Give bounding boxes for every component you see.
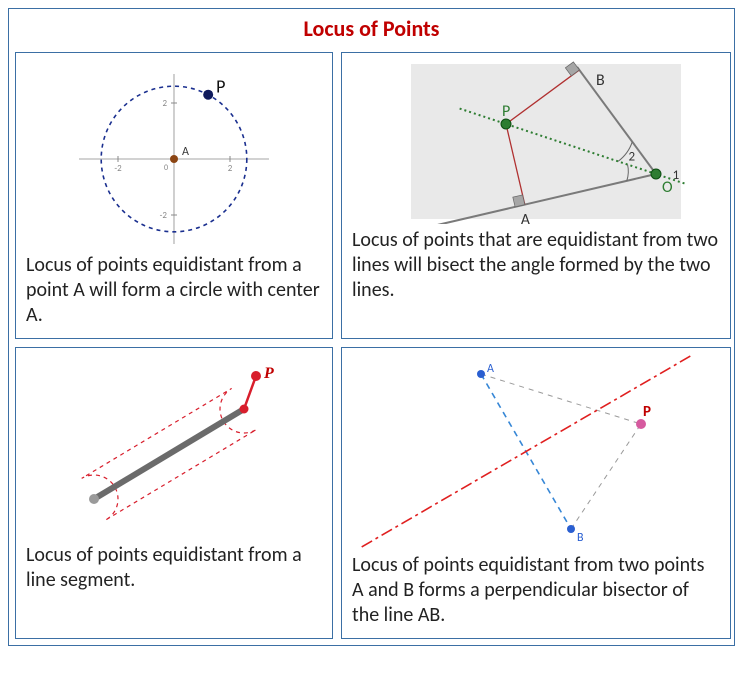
svg-text:B: B <box>577 531 584 545</box>
svg-text:P: P <box>216 76 225 98</box>
caption-3: Locus of points equidistant from a line … <box>26 543 322 593</box>
svg-text:A: A <box>521 211 531 224</box>
svg-text:0: 0 <box>164 163 168 173</box>
caption-4: Locus of points equidistant from two poi… <box>352 553 720 628</box>
panel-segment-locus: P Locus of points equidistant from a lin… <box>15 347 333 639</box>
diagram-segment-locus: P <box>34 354 314 539</box>
diagram-circle-locus: -2 -2 2 2 0 A P <box>59 59 289 249</box>
svg-text:O: O <box>662 178 673 197</box>
panel-circle-locus: -2 -2 2 2 0 A P Locus of points equidistant fr… <box>15 52 333 339</box>
svg-text:B: B <box>596 71 605 90</box>
panel-grid: -2 -2 2 2 0 A P Locus of points equidistant fr… <box>9 52 734 645</box>
svg-text:A: A <box>487 362 494 376</box>
panel-perp-bisector: A B P Locus of points equidistant from two… <box>341 347 731 639</box>
svg-text:2: 2 <box>162 98 167 109</box>
caption-2: Locus of points that are equidistant fro… <box>352 228 720 303</box>
svg-text:-2: -2 <box>114 163 122 174</box>
panel-angle-bisector: 1 2 B A P O Locus of points that are equidist… <box>341 52 731 339</box>
container: Locus of Points -2 -2 2 2 0 A P Locus of point… <box>8 8 735 646</box>
svg-text:1: 1 <box>673 168 680 183</box>
svg-text:A: A <box>182 145 189 159</box>
diagram-angle-bisector: 1 2 B A P O <box>386 59 686 224</box>
diagram-perp-bisector: A B P <box>361 354 711 549</box>
svg-text:2: 2 <box>228 163 233 174</box>
caption-1: Locus of points equidistant from a point… <box>26 253 322 328</box>
page-title: Locus of Points <box>9 9 734 52</box>
svg-text:P: P <box>643 403 651 421</box>
svg-text:P: P <box>502 102 510 121</box>
svg-text:2: 2 <box>628 149 635 164</box>
svg-text:-2: -2 <box>160 210 168 221</box>
svg-text:P: P <box>263 365 274 382</box>
